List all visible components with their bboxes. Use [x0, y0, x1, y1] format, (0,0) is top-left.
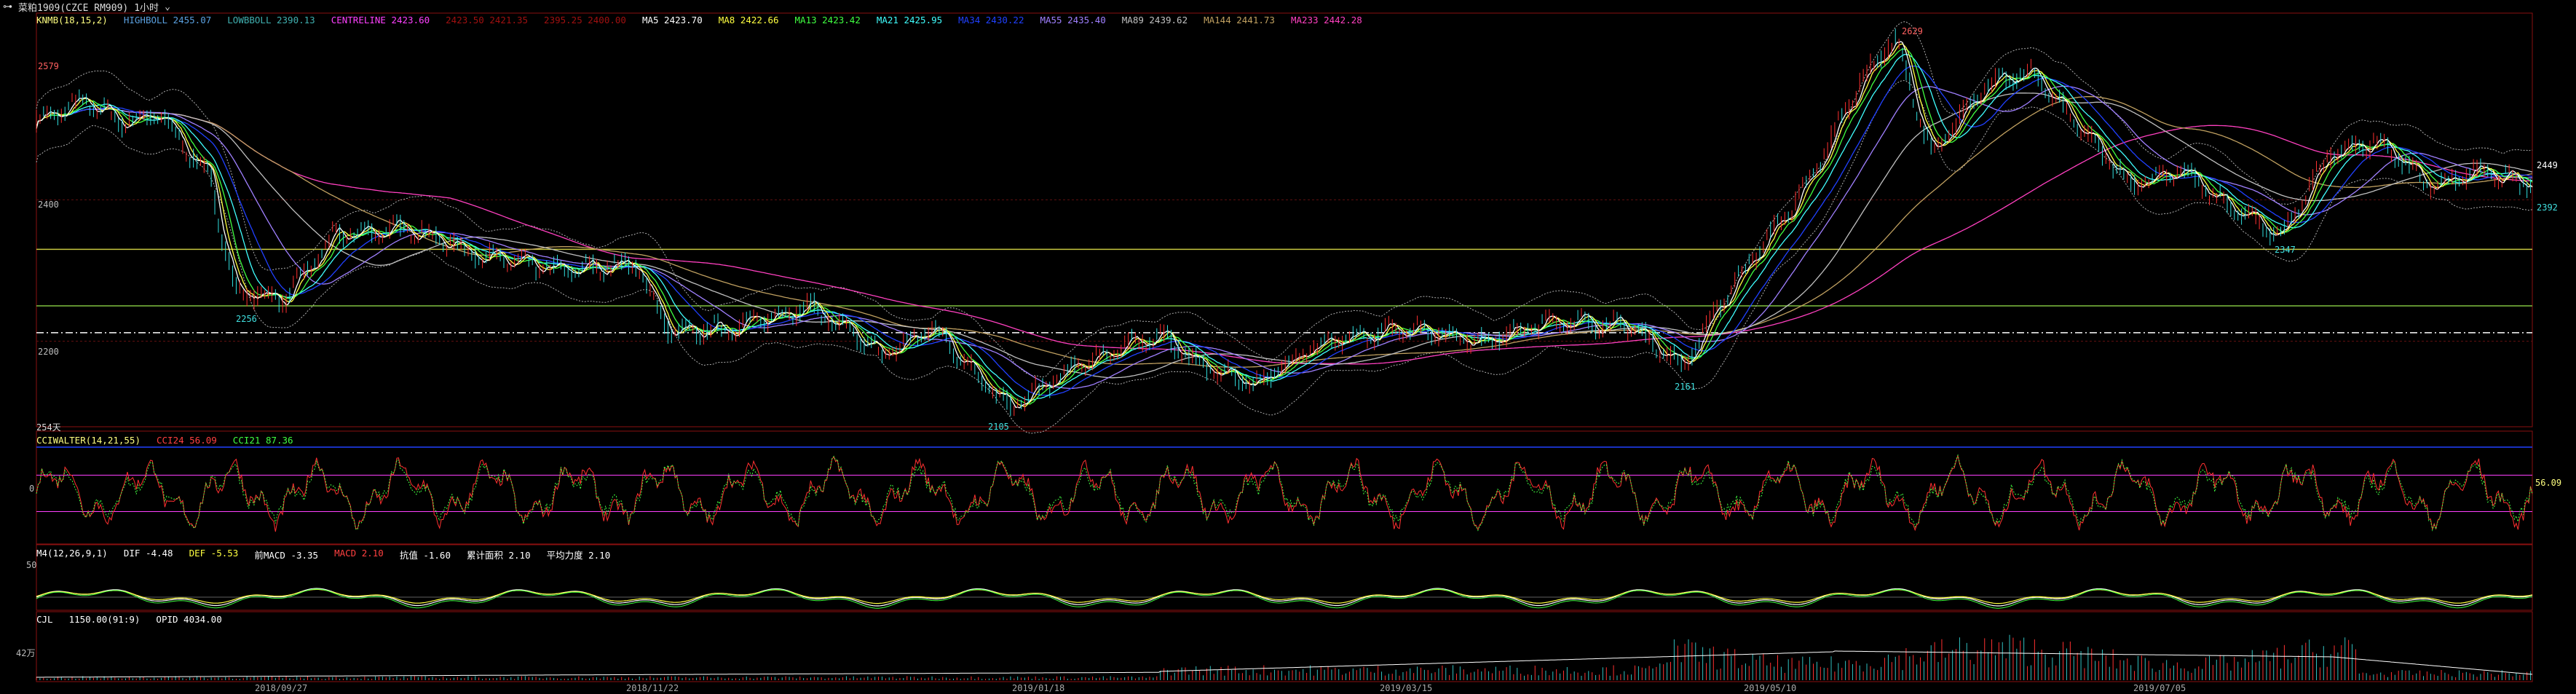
indicator-value: 累计面积 2.10 — [466, 550, 531, 561]
chevron-down-icon[interactable]: ⌄ — [165, 1, 170, 12]
x-tick-label: 2018/09/27 — [255, 683, 308, 693]
cci24-line — [36, 454, 2533, 532]
ma233-line — [36, 109, 2533, 365]
ma13-line — [36, 48, 2533, 405]
indicator-value: DIF -4.48 — [123, 548, 173, 559]
top-toolbar: ⊶ 菜粕1909(CZCE RM909) 1小时 ⌄ — [0, 0, 2576, 14]
swing-low-label: 2347 — [2275, 245, 2296, 255]
indicator-value: 平均力度 2.10 — [546, 550, 611, 561]
indicator-name[interactable]: CCIWALTER(14,21,55) — [36, 435, 141, 446]
low-label: 2105 — [988, 422, 1009, 432]
y-tick-label: 2200 — [38, 347, 59, 357]
indicator-value: MA34 2430.22 — [958, 15, 1024, 25]
cci-last-value: 56.09 — [2535, 478, 2562, 488]
indicator-value: CENTRELINE 2423.60 — [331, 15, 430, 25]
indicator-value: 1150.00(91:9) — [68, 614, 141, 625]
indicator-value: MACD 2.10 — [334, 548, 384, 559]
x-tick-label: 2019/03/15 — [1380, 683, 1433, 693]
cci21-line — [36, 454, 2533, 532]
ma8-line — [36, 43, 2533, 408]
indicator-value: DEF -5.53 — [189, 548, 239, 559]
indicator-value: 抗值 -1.60 — [399, 550, 451, 561]
last-price-label: 2449 — [2537, 160, 2558, 170]
menu-icon[interactable]: ⊶ — [3, 1, 12, 12]
panel-border — [36, 12, 2533, 427]
ma144-line — [36, 95, 2533, 368]
y-tick-label: 2400 — [38, 200, 59, 210]
right-low-label: 2392 — [2537, 202, 2558, 213]
indicator-value: MA8 2422.66 — [718, 15, 779, 25]
indicator-value: 2423.50 2421.35 — [446, 15, 529, 25]
x-tick-label: 2019/07/05 — [2133, 683, 2186, 693]
indicator-value: MA21 2425.95 — [876, 15, 943, 25]
indicator-name[interactable]: KNMB(18,15,2) — [36, 15, 108, 25]
indicator-value: CCI24 56.09 — [157, 435, 217, 446]
bar-count-label: 254天 — [36, 422, 61, 433]
y-tick-label: 2579 — [38, 61, 59, 71]
indicator-value: LOWBBOLL 2390.13 — [227, 15, 315, 25]
indicator-name[interactable]: M4(12,26,9,1) — [36, 548, 108, 559]
indicator-value: MA5 2423.70 — [641, 15, 703, 25]
ma21-line — [36, 53, 2533, 401]
indicator-value: MA144 2441.73 — [1204, 15, 1275, 25]
indicator-value: 2395.25 2400.00 — [544, 15, 626, 25]
ma34-line — [36, 66, 2533, 396]
panel-border — [36, 430, 2533, 545]
macd-header: M4(12,26,9,1) DIF -4.48 DEF -5.53 前MACD -3… — [36, 548, 611, 561]
y-tick-label: 42万 — [16, 648, 36, 658]
open-interest-line — [36, 650, 2533, 678]
volume-header: CJL 1150.00(91:9) OPID 4034.00 — [36, 614, 222, 626]
indicator-name[interactable]: CJL — [36, 614, 53, 625]
indicator-value: MA233 2442.28 — [1290, 15, 1362, 25]
indicator-value: MA55 2435.40 — [1040, 15, 1106, 25]
indicator-value: CCI21 87.36 — [232, 435, 293, 446]
indicator-values: HIGHBOLL 2455.07 LOWBBOLL 2390.13 CENTRELI… — [124, 15, 1362, 26]
indicator-value: 前MACD -3.35 — [254, 550, 319, 561]
indicator-value: MA13 2423.42 — [794, 15, 861, 25]
indicator-values: DIF -4.48 DEF -5.53 前MACD -3.35 MACD 2.10 抗值… — [123, 548, 611, 561]
x-tick-label: 2019/05/10 — [1744, 683, 1797, 693]
symbol-selector[interactable]: 菜粕1909(CZCE RM909) — [18, 2, 129, 14]
y-tick-label: 0 — [29, 484, 35, 494]
y-tick-label: 50 — [26, 560, 37, 570]
indicator-value: OPID 4034.00 — [156, 614, 222, 625]
indicator-value: HIGHBOLL 2455.07 — [123, 15, 212, 25]
panel-border — [36, 544, 2533, 611]
period-selector[interactable]: 1小时 — [134, 2, 159, 14]
indicator-values: CCI24 56.09 CCI21 87.36 — [157, 435, 293, 446]
swing-low-label: 2256 — [236, 314, 257, 324]
swing-low-label: 2161 — [1675, 382, 1696, 392]
main-indicator-header: KNMB(18,15,2) HIGHBOLL 2455.07 LOWBBOLL 2… — [36, 15, 1362, 26]
indicator-value: MA89 2439.62 — [1121, 15, 1188, 25]
cci-header: CCIWALTER(14,21,55) CCI24 56.09 CCI21 87.… — [36, 435, 293, 446]
x-tick-label: 2018/11/22 — [626, 683, 679, 693]
panel-border — [36, 611, 2533, 682]
x-tick-label: 2019/01/18 — [1012, 683, 1065, 693]
macd-line — [36, 588, 2533, 609]
boll-upper-line — [36, 21, 2533, 378]
indicator-values: 1150.00(91:9) OPID 4034.00 — [69, 614, 222, 626]
high-label: 2629 — [1902, 26, 1923, 36]
ma5-line — [36, 41, 2533, 409]
dea-line — [36, 588, 2533, 604]
